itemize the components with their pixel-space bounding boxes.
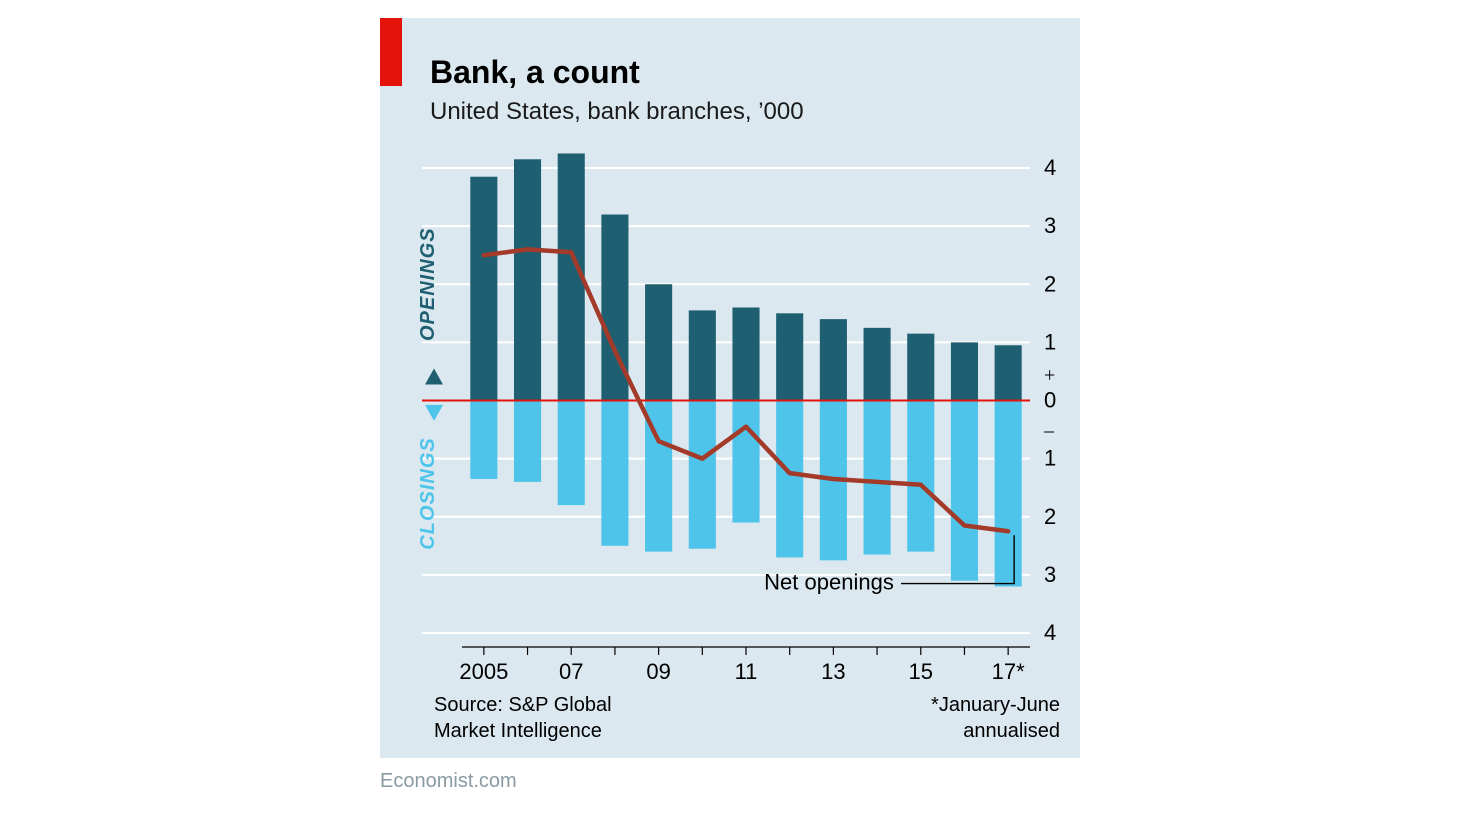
x-tick-label: 15 [909, 659, 933, 684]
bar-closings [864, 401, 891, 555]
bar-closings [732, 401, 759, 523]
footnote-line-2: annualised [963, 720, 1060, 742]
openings-axis-label: OPENINGS [417, 227, 439, 341]
source-line-2: Market Intelligence [434, 720, 602, 742]
x-tick-label: 13 [821, 659, 845, 684]
bar-openings [951, 342, 978, 400]
bar-closings [951, 401, 978, 581]
net-openings-callout: Net openings [764, 570, 894, 595]
y-tick-label: 1 [1044, 446, 1056, 471]
bar-openings [732, 308, 759, 401]
triangle-up-icon [425, 369, 443, 385]
bar-closings [689, 401, 716, 549]
bar-openings [470, 177, 497, 401]
bar-openings [995, 345, 1022, 400]
chart-credit: Economist.com [380, 770, 517, 793]
y-tick-label: 0 [1044, 388, 1056, 413]
footnote-line-1: *January-June [931, 694, 1060, 716]
y-tick-label: 2 [1044, 504, 1056, 529]
x-tick-label: 11 [735, 659, 758, 684]
x-tick-label: 09 [646, 659, 670, 684]
bar-openings [645, 284, 672, 400]
bar-closings [558, 401, 585, 506]
bar-openings [689, 310, 716, 400]
bar-openings [864, 328, 891, 401]
chart-plot: 4 3 2 1 0 1 2 3 4 + – 2005 07 09 11 13 15 17* OPENINGS CLOS… [380, 18, 1080, 758]
x-tick-label: 07 [559, 659, 583, 684]
bar-openings [776, 313, 803, 400]
y-tick-label: 3 [1044, 213, 1056, 238]
triangle-down-icon [425, 405, 443, 421]
minus-sign: – [1043, 420, 1055, 442]
y-tick-label: 4 [1044, 620, 1056, 645]
bar-closings [995, 401, 1022, 587]
bar-closings [907, 401, 934, 552]
bar-closings [601, 401, 628, 546]
plus-sign: + [1044, 364, 1055, 386]
y-tick-label: 4 [1044, 155, 1056, 180]
bar-closings [776, 401, 803, 558]
bar-openings [514, 159, 541, 400]
chart-card: Bank, a count United States, bank branch… [380, 18, 1080, 758]
bar-closings [470, 401, 497, 479]
bar-openings [820, 319, 847, 400]
bar-openings [907, 334, 934, 401]
y-tick-label: 2 [1044, 271, 1056, 296]
x-tick-label: 2005 [459, 659, 508, 684]
bar-closings [514, 401, 541, 482]
closings-axis-label: CLOSINGS [417, 437, 439, 549]
y-tick-label: 3 [1044, 562, 1056, 587]
x-tick-label: 17* [992, 659, 1025, 684]
source-line-1: Source: S&P Global [434, 694, 612, 716]
y-tick-label: 1 [1044, 329, 1056, 354]
page-canvas: Bank, a count United States, bank branch… [0, 0, 1484, 832]
